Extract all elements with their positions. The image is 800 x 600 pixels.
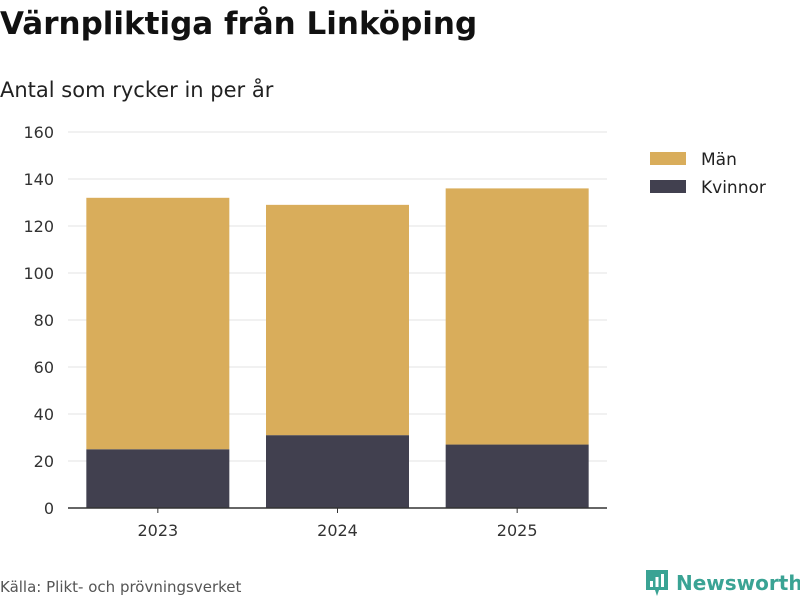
legend-swatch-kvinnor (650, 180, 686, 193)
y-tick-label: 40 (34, 405, 54, 424)
x-tick-label: 2025 (497, 521, 538, 540)
y-tick-label: 100 (23, 264, 54, 283)
y-tick-label: 0 (44, 499, 54, 518)
y-tick-label: 140 (23, 170, 54, 189)
chart-subtitle: Antal som rycker in per år (0, 78, 274, 102)
newsworthy-logo: Newsworthy (644, 568, 800, 598)
y-tick-label: 20 (34, 452, 54, 471)
bar-m-n-2023 (86, 197, 230, 450)
bar-kvinnor-2023 (86, 449, 230, 508)
y-tick-label: 60 (34, 358, 54, 377)
y-tick-label: 80 (34, 311, 54, 330)
bar-kvinnor-2024 (266, 435, 409, 508)
source-note: Källa: Plikt- och prövningsverket (0, 578, 242, 596)
bar-kvinnor-2025 (445, 444, 589, 508)
legend-swatch-m-n (650, 152, 686, 165)
brand-name: Newsworthy (676, 571, 800, 595)
bar-m-n-2024 (266, 204, 409, 436)
y-tick-label: 120 (23, 217, 54, 236)
newsworthy-logo-icon (646, 570, 668, 596)
legend-label: Män (701, 150, 737, 170)
legend-label: Kvinnor (701, 178, 766, 198)
y-tick-label: 160 (23, 123, 54, 142)
bar-m-n-2025 (445, 188, 589, 445)
x-tick-label: 2023 (137, 521, 178, 540)
chart-title: Värnpliktiga från Linköping (0, 6, 478, 42)
x-tick-label: 2024 (317, 521, 358, 540)
